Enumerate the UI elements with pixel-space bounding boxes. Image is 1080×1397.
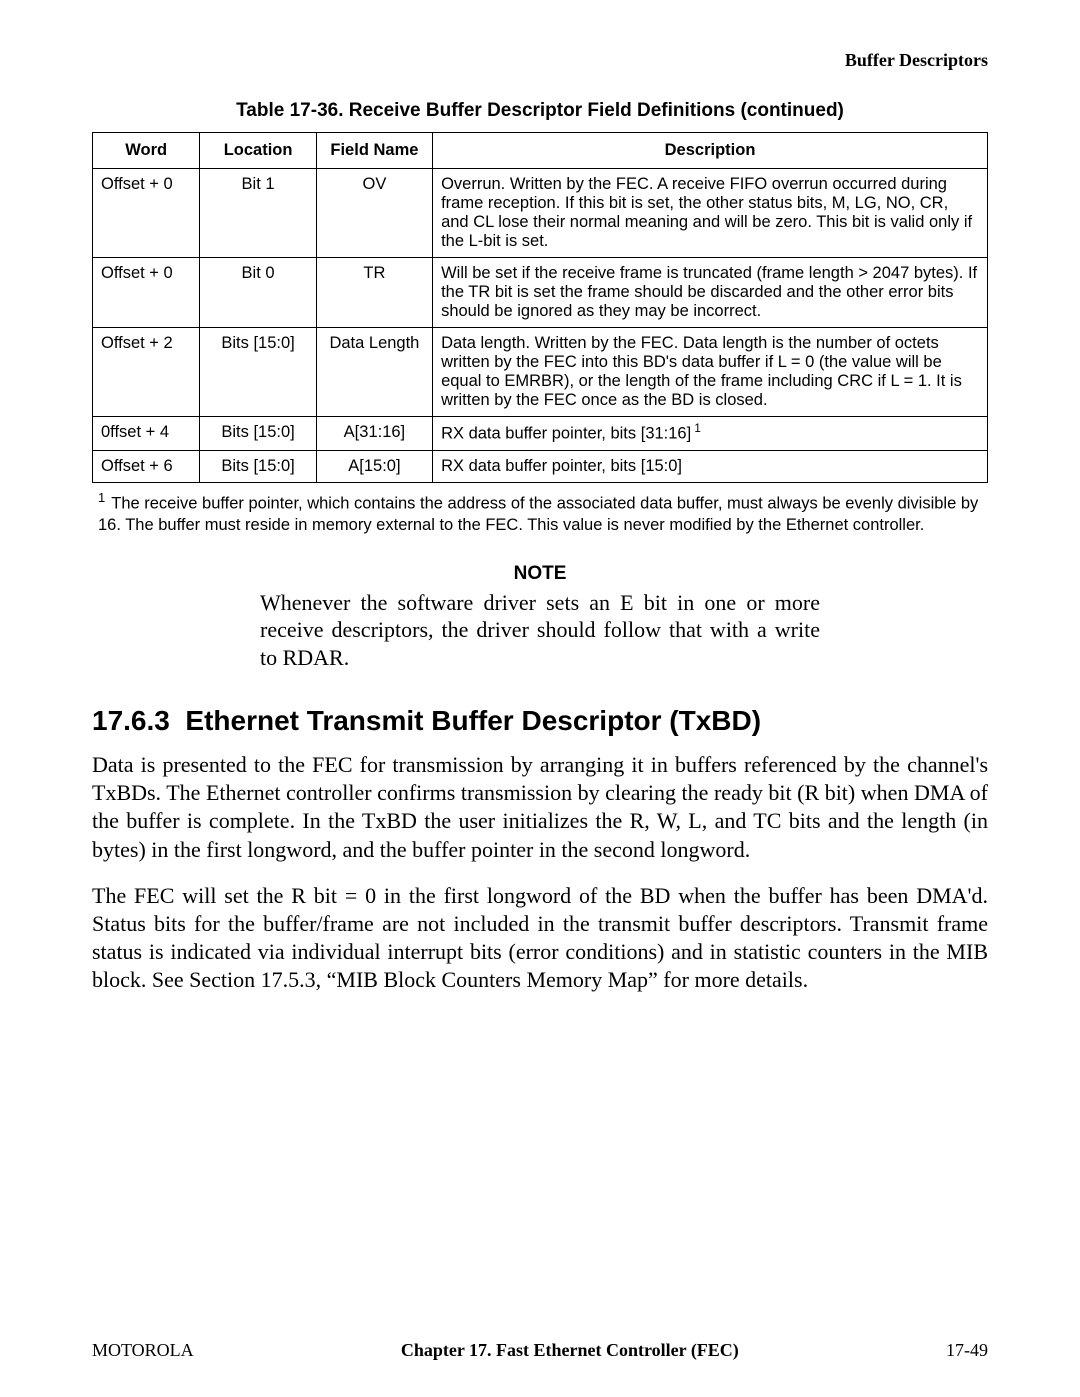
table-cell-description: RX data buffer pointer, bits [31:16] 1 — [433, 417, 988, 451]
table-cell: Bits [15:0] — [200, 417, 316, 451]
table-cell: Offset + 0 — [93, 169, 200, 258]
section-number: 17.6.3 — [92, 705, 170, 736]
table-cell: Offset + 6 — [93, 450, 200, 482]
table-cell-description: Will be set if the receive frame is trun… — [433, 258, 988, 328]
note-heading: NOTE — [92, 563, 988, 585]
table-cell: Offset + 0 — [93, 258, 200, 328]
table-cell: Bits [15:0] — [200, 328, 316, 417]
body-paragraph: Data is presented to the FEC for transmi… — [92, 751, 988, 864]
table-cell: 0ffset + 4 — [93, 417, 200, 451]
table-cell-description: Data length. Written by the FEC. Data le… — [433, 328, 988, 417]
table-row: 0ffset + 4Bits [15:0]A[31:16]RX data buf… — [93, 417, 988, 451]
table-caption: Table 17-36. Receive Buffer Descriptor F… — [92, 100, 988, 122]
note-body: Whenever the software driver sets an E b… — [260, 589, 820, 672]
table-row: Offset + 2Bits [15:0]Data LengthData len… — [93, 328, 988, 417]
footnote-marker: 1 — [98, 490, 105, 505]
table-cell: OV — [316, 169, 432, 258]
table-cell: Bit 1 — [200, 169, 316, 258]
th-description: Description — [433, 133, 988, 169]
footer-right: 17-49 — [946, 1340, 988, 1361]
footer-left: MOTOROLA — [92, 1340, 194, 1361]
running-header: Buffer Descriptors — [845, 50, 988, 71]
table-row: Offset + 0Bit 0TRWill be set if the rece… — [93, 258, 988, 328]
definitions-table: Word Location Field Name Description Off… — [92, 132, 988, 483]
th-word: Word — [93, 133, 200, 169]
table-cell-description: RX data buffer pointer, bits [15:0] — [433, 450, 988, 482]
table-header-row: Word Location Field Name Description — [93, 133, 988, 169]
table-cell: A[31:16] — [316, 417, 432, 451]
footer-center: Chapter 17. Fast Ethernet Controller (FE… — [401, 1340, 739, 1361]
table-cell: Bits [15:0] — [200, 450, 316, 482]
table-cell: Data Length — [316, 328, 432, 417]
table-cell: Offset + 2 — [93, 328, 200, 417]
table-row: Offset + 0Bit 1OVOverrun. Written by the… — [93, 169, 988, 258]
th-location: Location — [200, 133, 316, 169]
th-field-name: Field Name — [316, 133, 432, 169]
table-footnote: 1The receive buffer pointer, which conta… — [98, 489, 982, 537]
table-cell: TR — [316, 258, 432, 328]
table-row: Offset + 6Bits [15:0]A[15:0]RX data buff… — [93, 450, 988, 482]
table-cell: Bit 0 — [200, 258, 316, 328]
table-cell-description: Overrun. Written by the FEC. A receive F… — [433, 169, 988, 258]
section-title: Ethernet Transmit Buffer Descriptor (TxB… — [185, 705, 761, 736]
page-footer: MOTOROLA Chapter 17. Fast Ethernet Contr… — [92, 1340, 988, 1361]
body-paragraph: The FEC will set the R bit = 0 in the fi… — [92, 882, 988, 995]
section-heading: 17.6.3 Ethernet Transmit Buffer Descript… — [92, 705, 988, 737]
table-cell: A[15:0] — [316, 450, 432, 482]
footnote-text: The receive buffer pointer, which contai… — [98, 494, 978, 534]
